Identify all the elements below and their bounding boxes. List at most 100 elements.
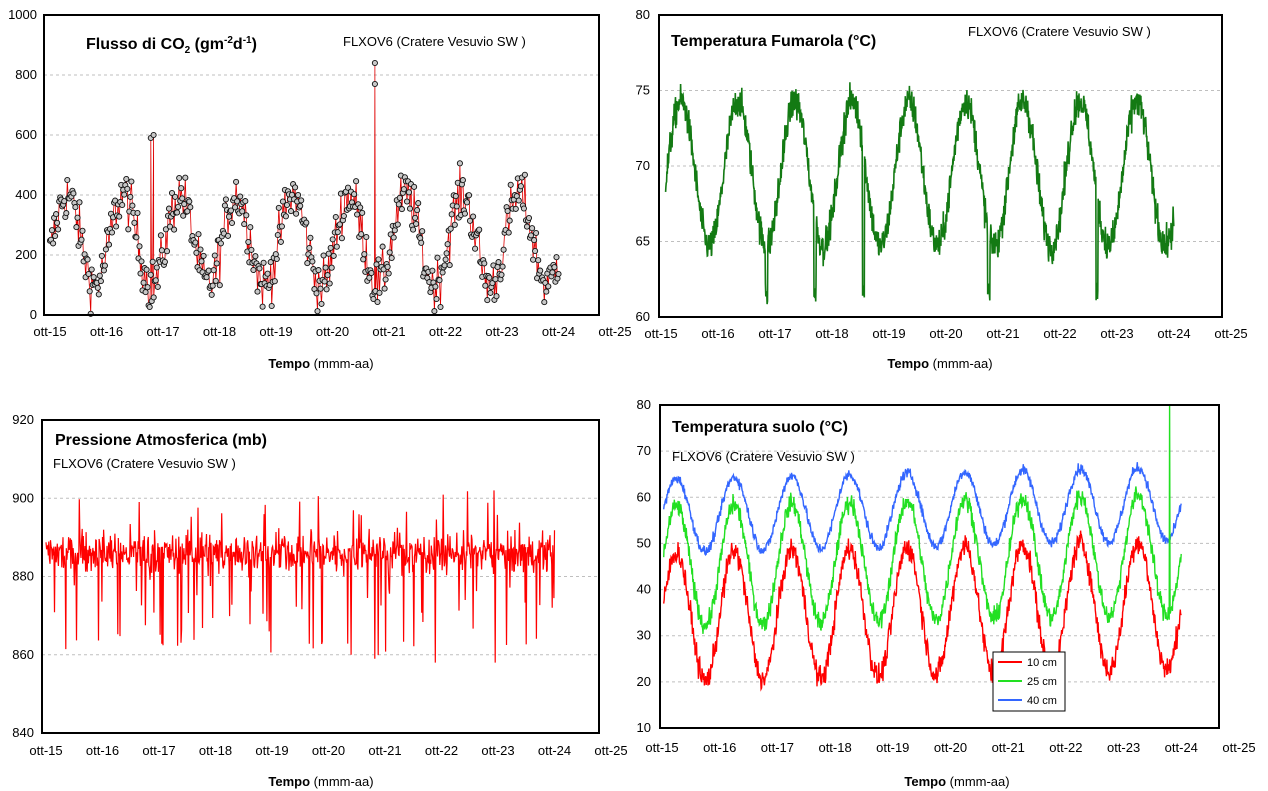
x-tick-label: ott-21 [372, 324, 405, 339]
co2-point [304, 260, 311, 267]
co2-point [50, 240, 57, 247]
co2-point [437, 303, 444, 311]
co2-point [384, 263, 391, 270]
co2-point [470, 213, 477, 220]
co2-point [225, 213, 233, 220]
x-tick-label: ott-18 [815, 326, 848, 341]
co2-point [461, 210, 468, 217]
x-tick-label: ott-25 [1214, 326, 1247, 341]
co2-point [351, 191, 358, 198]
co2-point [317, 285, 324, 292]
co2-point [410, 226, 417, 233]
co2-point [200, 252, 207, 259]
co2-point [379, 243, 386, 250]
co2-point [370, 295, 377, 303]
x-tick-label: ott-25 [594, 743, 627, 758]
co2-point [506, 217, 513, 224]
fumarole-temperature-line [664, 82, 1175, 305]
co2-point [150, 131, 157, 139]
y-tick-label: 840 [12, 725, 34, 740]
co2-point [553, 254, 560, 261]
co2-y-ticks: 0 200 400 600 800 1000 [8, 7, 37, 322]
co2-point [123, 175, 130, 183]
co2-point [247, 224, 254, 231]
co2-point [256, 265, 263, 272]
co2-point [88, 266, 95, 273]
co2-point [492, 276, 499, 283]
x-tick-label: ott-16 [90, 324, 123, 339]
x-tick-label: ott-15 [29, 743, 62, 758]
co2-point [396, 194, 403, 201]
co2-point [74, 214, 81, 221]
co2-point [129, 202, 136, 209]
co2-point [318, 300, 325, 307]
co2-point [172, 193, 179, 200]
co2-point [252, 253, 259, 260]
co2-series [46, 59, 562, 317]
pressure-subtitle: FLXOV6 (Cratere Vesuvio SW ) [53, 456, 236, 471]
co2-point [374, 298, 381, 306]
co2-point [293, 210, 300, 217]
x-tick-label: ott-21 [986, 326, 1019, 341]
co2-point [525, 214, 533, 222]
x-tick-label: ott-18 [199, 743, 232, 758]
co2-point [96, 272, 103, 279]
co2-point [136, 243, 143, 250]
co2-point [353, 178, 360, 185]
co2-point [306, 244, 313, 252]
co2-point [97, 278, 104, 285]
y-tick-label: 880 [12, 569, 34, 584]
x-tick-label: ott-20 [316, 324, 349, 339]
co2-point [323, 286, 330, 293]
co2-point [72, 204, 79, 211]
co2-point [55, 226, 62, 233]
x-tick-label: ott-21 [992, 740, 1025, 755]
co2-point [398, 206, 405, 213]
co2-point [174, 209, 181, 216]
co2-point [197, 246, 204, 253]
co2-point [192, 239, 199, 246]
soil-series [663, 404, 1182, 692]
co2-point [73, 224, 80, 231]
x-tick-label: ott-24 [1165, 740, 1198, 755]
co2-point [360, 256, 367, 263]
co2-point [121, 191, 128, 198]
soil-subtitle: FLXOV6 (Cratere Vesuvio SW ) [672, 449, 855, 464]
co2-point [254, 288, 261, 295]
co2-point [292, 184, 299, 191]
pressure-series [45, 490, 556, 663]
co2-point [127, 193, 134, 200]
co2-point [233, 178, 240, 185]
co2-point [414, 207, 421, 214]
co2-point [162, 226, 169, 233]
co2-point [224, 232, 232, 239]
co2-point [307, 234, 314, 241]
co2-point [418, 239, 425, 246]
co2-point [275, 204, 282, 211]
co2-point [86, 288, 93, 295]
co2-point [523, 223, 531, 230]
pressure-x-ticks: ott-15 ott-16 ott-17 ott-18 ott-19 ott-20 ott-… [29, 743, 627, 758]
y-tick-label: 920 [12, 412, 34, 427]
y-tick-label: 80 [637, 397, 651, 412]
pressure-chart: 840 860 880 900 920 ott-15 ott-16 ott-17 ott-18… [12, 412, 627, 789]
co2-point [395, 201, 402, 208]
co2-point [434, 254, 441, 261]
co2-point [119, 201, 126, 209]
co2-point [186, 198, 193, 205]
fumarole-y-ticks: 60 65 70 75 80 [636, 7, 650, 324]
co2-point [272, 251, 279, 258]
co2-point [274, 231, 281, 239]
co2-point [527, 232, 535, 239]
co2-point [203, 274, 210, 281]
co2-point [493, 293, 500, 300]
co2-point [101, 262, 108, 269]
co2-point [439, 269, 446, 276]
co2-point [54, 219, 61, 226]
co2-point [150, 294, 157, 301]
fumarole-series [664, 82, 1175, 305]
soil-legend: 10 cm 25 cm 40 cm [992, 651, 1066, 712]
co2-point [94, 284, 101, 291]
x-tick-label: ott-19 [876, 740, 909, 755]
